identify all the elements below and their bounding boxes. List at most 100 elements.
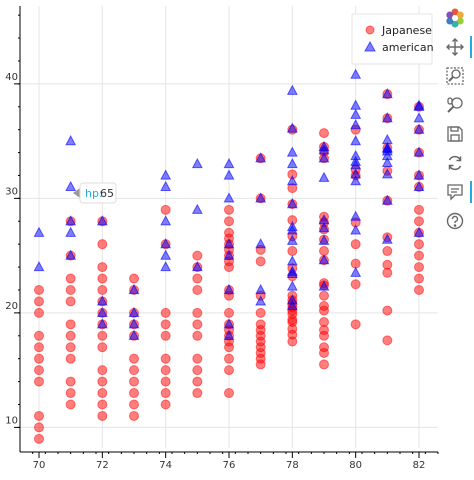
x-tick-label: 74: [159, 460, 172, 471]
japanese-point: [65, 342, 76, 353]
japanese-point: [287, 246, 298, 257]
japanese-point: [160, 319, 171, 330]
japanese-point: [129, 365, 139, 376]
american-point: [286, 280, 298, 291]
american-point: [350, 266, 362, 277]
american-point: [286, 157, 298, 169]
box-zoom-icon[interactable]: [443, 64, 467, 88]
japanese-point: [65, 296, 76, 307]
japanese-point: [192, 365, 203, 376]
japanese-point: [65, 353, 76, 364]
x-tick-label: 70: [33, 460, 46, 471]
y-tick-label: 20: [5, 301, 18, 312]
japanese-point: [160, 376, 171, 387]
japanese-point: [34, 342, 44, 353]
pan-icon[interactable]: [443, 35, 472, 59]
american-point: [350, 168, 362, 179]
toolbar: [440, 6, 472, 238]
japanese-point: [382, 246, 393, 257]
japanese-point: [224, 388, 234, 399]
tooltip-value: 65: [100, 187, 114, 200]
american-point: [223, 169, 235, 180]
reset-icon[interactable]: [443, 151, 467, 175]
american-point: [318, 140, 330, 151]
bokeh-logo-icon[interactable]: [443, 6, 467, 30]
american-point: [96, 318, 108, 329]
japanese-point: [97, 399, 108, 410]
american-point: [350, 68, 362, 79]
japanese-point: [97, 342, 108, 353]
japanese-point: [255, 307, 266, 318]
american-point: [65, 226, 77, 237]
japanese-point: [350, 319, 361, 330]
japanese-point: [319, 359, 329, 370]
japanese-point: [224, 216, 234, 227]
american-point: [350, 108, 362, 119]
japanese-point: [65, 273, 76, 284]
american-point: [381, 141, 393, 153]
japanese-point: [160, 388, 171, 399]
japanese-point: [34, 422, 44, 433]
american-point: [128, 318, 140, 329]
japanese-point: [414, 239, 424, 250]
american-point: [286, 255, 298, 266]
american-point: [413, 112, 425, 123]
legend[interactable]: Japanese american: [351, 13, 434, 65]
american-point: [223, 157, 235, 169]
japanese-point: [319, 342, 329, 353]
american-point: [191, 203, 203, 214]
american-point: [191, 261, 203, 272]
japanese-point: [192, 307, 203, 318]
japanese-point: [65, 388, 76, 399]
american-point: [318, 152, 330, 163]
japanese-point: [129, 399, 139, 410]
japanese-point: [160, 353, 171, 364]
wheel-zoom-icon[interactable]: [443, 93, 467, 117]
american-point: [318, 171, 330, 182]
japanese-point: [34, 296, 44, 307]
tooltip-label: hp:: [85, 187, 103, 200]
american-point: [413, 180, 425, 192]
japanese-point: [414, 273, 424, 284]
japanese-point: [414, 284, 424, 295]
american-point: [33, 226, 45, 237]
japanese-point: [34, 365, 44, 376]
american-point: [318, 280, 330, 291]
scatter-plot[interactable]: 70 72 74 76 78 80 82 10 20 30 40 Japanese american…: [0, 0, 440, 480]
japanese-point: [129, 273, 139, 284]
save-icon[interactable]: [443, 122, 467, 146]
japanese-point: [97, 376, 108, 387]
japanese-point: [160, 365, 171, 376]
hover-icon[interactable]: [443, 180, 472, 204]
japanese-point: [192, 250, 203, 261]
american-point: [350, 99, 362, 110]
japanese-point: [160, 307, 171, 318]
japanese-point: [350, 239, 361, 250]
grid-lines: [20, 6, 438, 448]
japanese-point: [319, 290, 329, 301]
x-tick-label: 80: [349, 460, 362, 471]
japanese-point: [34, 376, 44, 387]
american-point: [65, 215, 77, 226]
american-point: [413, 146, 425, 157]
hover-tooltip: hp: 65: [73, 182, 117, 204]
japanese-point: [382, 335, 393, 346]
help-icon[interactable]: [443, 209, 467, 233]
american-point: [128, 329, 140, 340]
japanese-point: [192, 353, 203, 364]
american-point: [413, 123, 425, 134]
x-tick-label: 76: [223, 460, 236, 471]
y-tick-label: 10: [5, 415, 18, 426]
legend-american-marker: [364, 40, 376, 52]
japanese-point: [34, 307, 44, 318]
american-point: [350, 210, 362, 221]
american-point: [381, 88, 393, 99]
american-point: [160, 180, 172, 192]
japanese-point: [97, 410, 108, 421]
american-point: [255, 152, 267, 163]
legend-japanese-label: Japanese: [381, 24, 432, 37]
american-point: [223, 329, 235, 340]
japanese-point: [382, 259, 393, 270]
american-point: [65, 135, 77, 146]
american-point: [381, 156, 393, 167]
